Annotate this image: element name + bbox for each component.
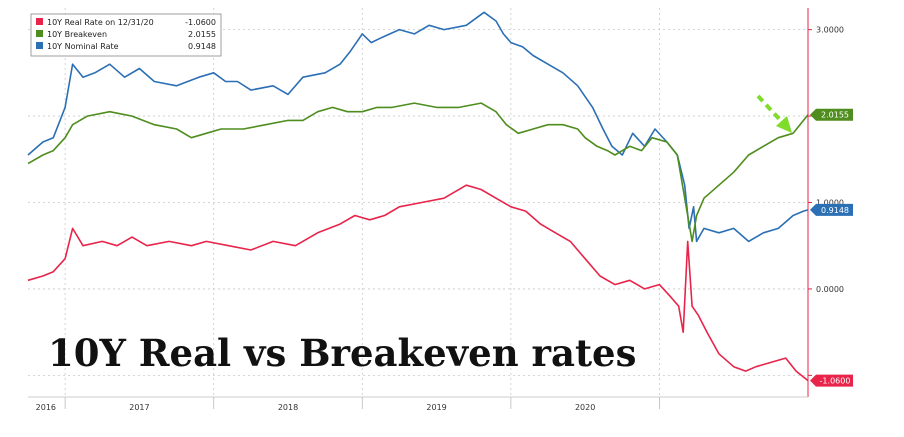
legend-label-nominal: 10Y Nominal Rate <box>47 42 119 51</box>
legend-swatch-nominal <box>36 42 43 49</box>
y-tick-label: 0.0000 <box>816 285 844 294</box>
y-tick-label: 1.0000 <box>816 199 844 208</box>
last-value-tag-nominal <box>810 203 853 216</box>
x-axis-ticks: 2016 2017 2018 2019 2020 <box>36 397 660 412</box>
last-value-tag-real <box>810 374 853 387</box>
last-value-tag-breakeven <box>810 108 853 121</box>
legend-label-real: 10Y Real Rate on 12/31/20 <box>47 18 154 27</box>
overlay-title: 10Y Real vs Breakeven rates <box>48 331 636 375</box>
legend-swatch-real <box>36 18 43 25</box>
arrow-head <box>776 116 792 133</box>
arrow-annotation <box>756 94 792 133</box>
last-value-label-nominal: 0.9148 <box>821 206 849 215</box>
x-tick-label: 2018 <box>278 403 298 412</box>
series-line-nominal <box>27 11 809 243</box>
legend-box <box>30 13 222 57</box>
legend-label-breakeven: 10Y Breakeven <box>47 30 107 39</box>
y-tick-label: 3.0000 <box>816 26 844 35</box>
last-value-label-real: -1.0600 <box>820 377 851 386</box>
legend-swatch-breakeven <box>36 30 43 37</box>
x-tick-label: 2020 <box>575 403 595 412</box>
last-value-tags: 0.9148 2.0155 -1.0600 <box>810 108 853 387</box>
y-axis-ticks: 3.0000 1.0000 0.0000 <box>808 26 844 376</box>
legend-value-breakeven: 2.0155 <box>188 30 216 39</box>
series-lines <box>27 11 809 382</box>
series-line-breakeven <box>27 102 809 243</box>
series-line-real <box>27 184 809 382</box>
last-value-label-breakeven: 2.0155 <box>821 111 849 120</box>
x-tick-label: 2016 <box>36 403 56 412</box>
x-tick-label: 2017 <box>129 403 149 412</box>
x-tick-label: 2019 <box>426 403 446 412</box>
legend-value-real: -1.0600 <box>185 18 216 27</box>
legend: 10Y Real Rate on 12/31/20 -1.0600 10Y Br… <box>30 13 222 57</box>
arrow-shaft <box>756 94 784 124</box>
legend-value-nominal: 0.9148 <box>188 42 216 51</box>
